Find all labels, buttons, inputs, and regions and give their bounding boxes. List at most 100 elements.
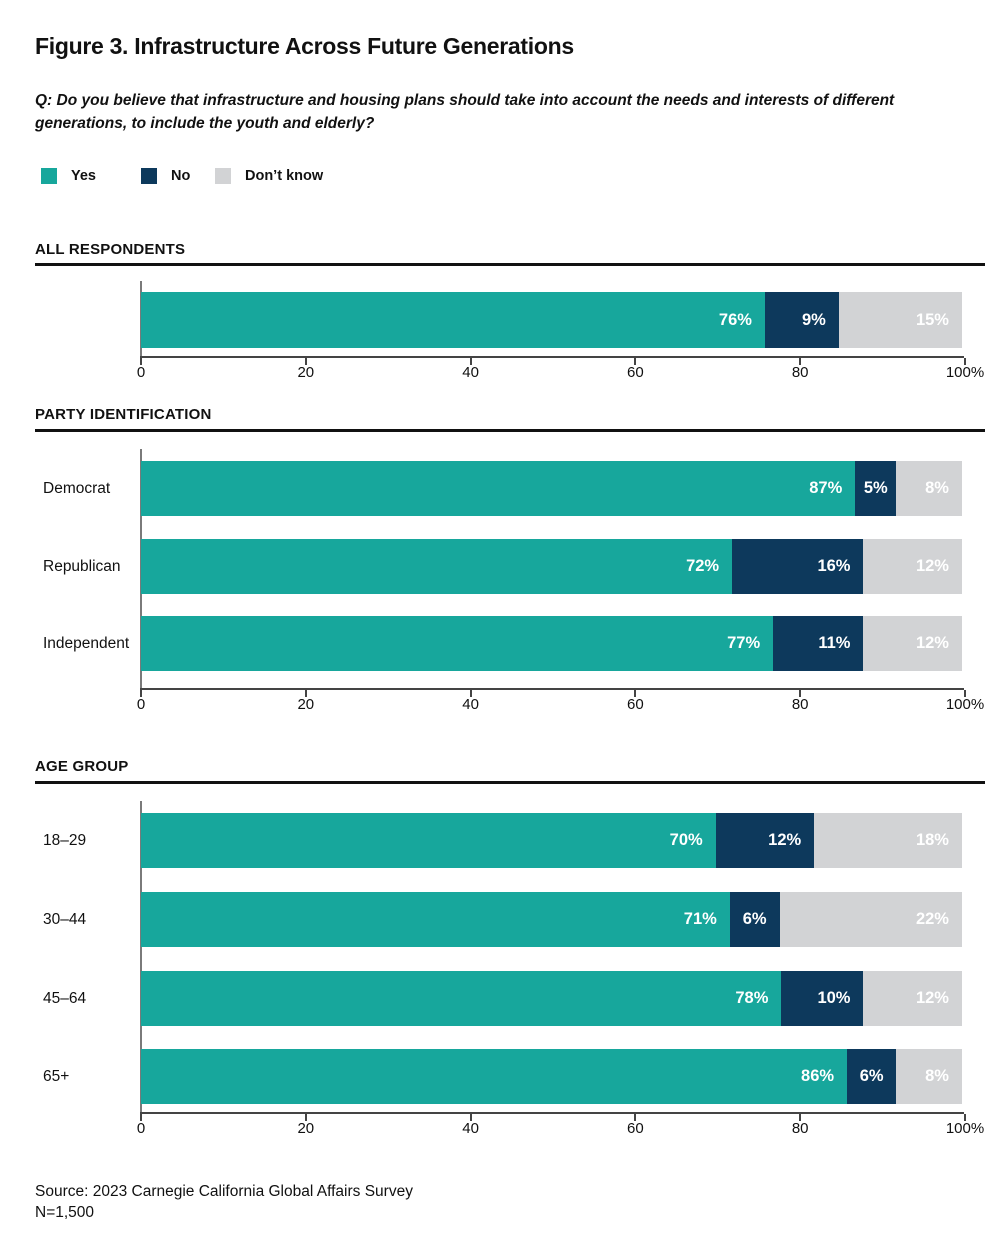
x-axis-tick	[799, 1114, 802, 1121]
legend-swatch-no-icon	[141, 167, 157, 184]
x-axis-tick-label: 60	[627, 364, 644, 381]
x-axis-tick	[469, 690, 472, 697]
stacked-bar-row: 70% 12% 18%	[141, 813, 962, 868]
bar-value-label: 71%	[683, 910, 717, 928]
stacked-bar-row: 72% 16% 12%	[141, 539, 962, 594]
stacked-bar-row: 86% 6% 8%	[141, 1049, 962, 1104]
x-axis-tick-label: 80	[791, 1120, 809, 1137]
x-axis-tick-label: 60	[627, 696, 644, 713]
legend-label-yes: Yes	[71, 167, 96, 184]
bar-value-label: 72%	[686, 557, 720, 575]
x-axis-tick-label: 100%	[945, 696, 985, 713]
section-header-party-identification: PARTY IDENTIFICATION	[35, 406, 212, 423]
section-header-all-respondents: ALL RESPONDENTS	[35, 241, 186, 258]
bar-value-label: 12%	[915, 557, 949, 575]
x-axis-tick-label: 80	[791, 696, 809, 713]
bar-segment-yes: 76%	[141, 292, 765, 348]
x-axis-tick	[964, 1114, 966, 1121]
bar-segment-don-t-know: 15%	[838, 292, 962, 348]
x-axis-tick-label: 20	[297, 1120, 315, 1137]
category-label: Republican	[43, 557, 121, 575]
bar-segment-no: 6%	[847, 1049, 897, 1104]
x-axis-tick-label: 40	[462, 364, 479, 381]
bar-segment-yes: 87%	[141, 461, 856, 516]
section-rule-party-identification	[35, 429, 985, 432]
bar-segment-no: 16%	[732, 539, 864, 594]
bar-value-label: 22%	[915, 910, 949, 928]
x-axis-tick	[634, 358, 637, 365]
bar-value-label: 11%	[818, 634, 851, 652]
bar-segment-don-t-know: 12%	[863, 971, 962, 1026]
bar-segment-don-t-know: 12%	[863, 539, 962, 594]
bar-value-label: 70%	[669, 831, 703, 849]
bar-segment-don-t-know: 12%	[863, 616, 962, 671]
x-axis-tick	[304, 690, 307, 697]
x-axis-tick-label: 100%	[945, 1120, 985, 1137]
section-rule-age-group	[35, 781, 985, 784]
bar-segment-yes: 72%	[141, 539, 733, 594]
legend-item-no: No	[141, 167, 190, 184]
category-label: 65+	[43, 1067, 70, 1085]
bar-segment-don-t-know: 8%	[896, 1049, 962, 1104]
section-rule-all-respondents	[35, 263, 985, 266]
stacked-bar-row: 76% 9% 15%	[141, 292, 962, 348]
x-axis-tick-label: 40	[462, 1120, 479, 1137]
x-axis-tick	[469, 1114, 472, 1121]
bar-segment-no: 6%	[729, 892, 780, 947]
x-axis-tick	[964, 690, 966, 697]
x-axis-tick	[304, 358, 307, 365]
bar-value-label: 9%	[801, 310, 826, 329]
bar-segment-yes: 71%	[141, 892, 730, 947]
x-axis-tick-label: 20	[297, 364, 315, 381]
x-axis-tick-label: 20	[297, 696, 315, 713]
bar-value-label: 12%	[768, 831, 802, 849]
bar-value-label: 15%	[915, 310, 949, 329]
x-axis-tick	[799, 358, 802, 365]
category-label: 18–29	[43, 831, 87, 849]
survey-question: Q: Do you believe that infrastructure an…	[35, 92, 895, 132]
bar-segment-yes: 70%	[141, 813, 716, 868]
x-axis-tick	[469, 358, 472, 365]
x-axis-tick-label: 60	[627, 1120, 644, 1137]
legend-item-dont-know: Don’t know	[215, 167, 323, 184]
x-axis-tick	[140, 358, 142, 365]
x-axis-tick	[964, 358, 966, 365]
bar-value-label: 8%	[925, 1067, 949, 1085]
bar-value-label: 6%	[859, 1067, 884, 1085]
x-axis-tick	[634, 690, 637, 697]
bar-segment-yes: 86%	[141, 1049, 848, 1104]
category-label: Independent	[43, 634, 130, 652]
x-axis-tick	[634, 1114, 637, 1121]
bar-segment-no: 10%	[781, 971, 864, 1026]
stacked-bar-row: 71% 6% 22%	[141, 892, 962, 947]
y-axis-line-age-group	[140, 801, 142, 1112]
bar-value-label: 12%	[915, 634, 949, 652]
sample-size: N=1,500	[35, 1204, 95, 1221]
x-axis-tick	[304, 1114, 307, 1121]
bar-value-label: 86%	[801, 1067, 835, 1085]
category-label: 30–44	[43, 910, 87, 928]
bar-segment-don-t-know: 18%	[814, 813, 962, 868]
legend-label-no: No	[171, 167, 191, 184]
x-axis-line-all-respondents	[140, 356, 964, 358]
bar-value-label: 6%	[742, 910, 767, 928]
stacked-bar-row: 78% 10% 12%	[141, 971, 962, 1026]
legend-item-yes: Yes	[41, 167, 96, 184]
source-note: Source: 2023 Carnegie California Global …	[35, 1181, 413, 1223]
bar-segment-yes: 78%	[141, 971, 782, 1026]
category-label: Democrat	[43, 479, 111, 497]
bar-segment-don-t-know: 22%	[779, 892, 962, 947]
bar-value-label: 10%	[817, 989, 851, 1007]
x-axis-tick-label: 0	[136, 1120, 146, 1137]
bar-value-label: 12%	[915, 989, 949, 1007]
bar-value-label: 18%	[915, 831, 949, 849]
stacked-bar-row: 77% 11% 12%	[141, 616, 962, 671]
bar-segment-don-t-know: 8%	[896, 461, 962, 516]
bar-value-label: 87%	[809, 479, 843, 497]
x-axis-tick-label: 0	[136, 364, 146, 381]
x-axis-tick	[140, 690, 142, 697]
bar-value-label: 8%	[925, 479, 949, 497]
stacked-bar-row: 87% 5% 8%	[141, 461, 962, 516]
bar-value-label: 5%	[863, 479, 888, 497]
